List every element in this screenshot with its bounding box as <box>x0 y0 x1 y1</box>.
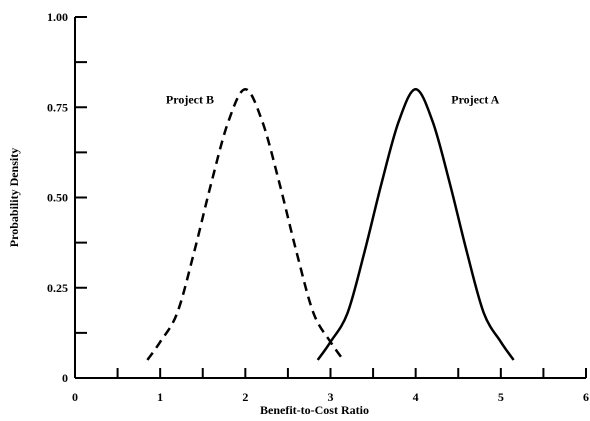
x-tick-label: 4 <box>413 390 419 404</box>
x-tick-label: 3 <box>328 390 334 404</box>
y-tick-label: 0.25 <box>47 281 68 295</box>
axes <box>74 17 586 379</box>
series-lines <box>146 87 515 361</box>
y-axis-title: Probability Density <box>7 148 21 247</box>
project-b-curve <box>146 87 345 361</box>
x-tick-label: 6 <box>583 390 589 404</box>
x-tick-label: 1 <box>157 390 163 404</box>
project-a-curve <box>316 87 515 361</box>
x-tick-label: 5 <box>498 390 504 404</box>
project-a-label: Project A <box>451 93 499 107</box>
x-tick-label: 0 <box>72 390 78 404</box>
axis-ticks <box>74 16 587 379</box>
project-b-label: Project B <box>166 93 214 107</box>
x-tick-label: 2 <box>242 390 248 404</box>
x-axis-title: Benefit-to-Cost Ratio <box>260 403 369 417</box>
y-tick-label: 0.50 <box>47 191 68 205</box>
y-tick-label: 1.00 <box>47 10 68 24</box>
y-tick-label: 0.75 <box>47 100 68 114</box>
chart-labels: 0 1 2 3 4 5 6 0 0.25 0.50 0.75 1.00 Benefit-to-Cost … <box>7 10 589 417</box>
y-tick-label: 0 <box>62 371 68 385</box>
